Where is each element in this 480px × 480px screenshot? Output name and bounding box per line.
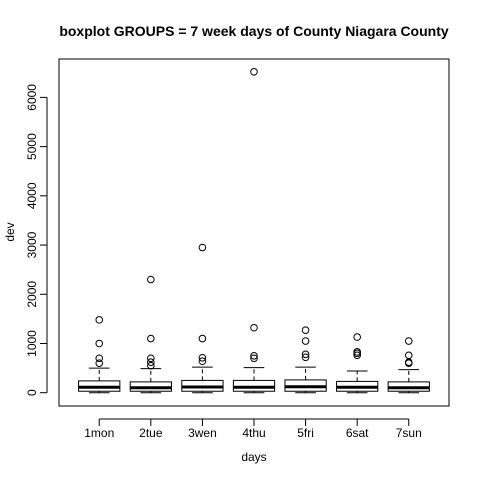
outlier-point [301, 326, 310, 335]
y-tick-label: 5000 [25, 133, 39, 160]
outlier-point [95, 316, 104, 324]
box-7sun [387, 337, 430, 394]
outlier-point [250, 351, 258, 360]
x-tick-label: 4thu [242, 426, 265, 440]
plot-frame [58, 58, 450, 407]
x-tick-label: 2tue [139, 426, 163, 440]
box-3wen [181, 243, 224, 394]
x-tick-label: 6sat [346, 426, 369, 440]
outlier-point [301, 353, 310, 362]
outlier-point [147, 275, 155, 284]
outlier-point [250, 354, 258, 363]
outlier-point [95, 354, 104, 363]
box-5fri [284, 326, 327, 394]
box-2tue [129, 275, 172, 394]
outlier-point [147, 354, 155, 363]
outlier-point [198, 357, 207, 366]
y-tick-label: 2000 [25, 281, 39, 308]
y-axis-label: dev [3, 222, 17, 241]
chart-title: boxplot GROUPS = 7 week days of County N… [59, 23, 449, 39]
outlier-point [198, 334, 207, 343]
y-tick-label: 6000 [25, 84, 39, 111]
x-tick-label: 5fri [297, 426, 314, 440]
x-tick-label: 7sun [396, 426, 422, 440]
box-6sat [336, 333, 379, 394]
outlier-point [353, 351, 361, 360]
y-tick-label: 1000 [25, 330, 39, 357]
x-tick-label: 1mon [84, 426, 114, 440]
outlier-point [404, 351, 413, 360]
outlier-point [147, 361, 155, 370]
outlier-point [301, 337, 310, 345]
x-axis: 1mon 2tue 3wen 4thu 5fri 6sat 7sun [84, 418, 422, 440]
outlier-point [250, 67, 258, 76]
box-1mon [78, 316, 121, 394]
outlier-point [95, 339, 104, 348]
x-axis-label: days [241, 450, 266, 464]
outlier-point [404, 337, 413, 345]
outlier-point [250, 323, 258, 332]
outlier-point [198, 353, 207, 362]
outlier-point [198, 243, 207, 252]
box-series [78, 67, 430, 394]
outlier-point [95, 359, 104, 367]
outlier-point [147, 334, 155, 343]
outlier-point [353, 333, 361, 341]
box-4thu [232, 67, 276, 394]
x-tick-label: 3wen [188, 426, 217, 440]
y-axis: 0 1000 2000 3000 4000 5000 6000 [25, 84, 48, 396]
outlier-point [301, 350, 310, 359]
outlier-point [147, 358, 155, 366]
y-tick-label: 0 [25, 389, 39, 396]
outlier-point [353, 348, 361, 356]
y-tick-label: 4000 [25, 182, 39, 209]
y-tick-label: 3000 [25, 231, 39, 258]
